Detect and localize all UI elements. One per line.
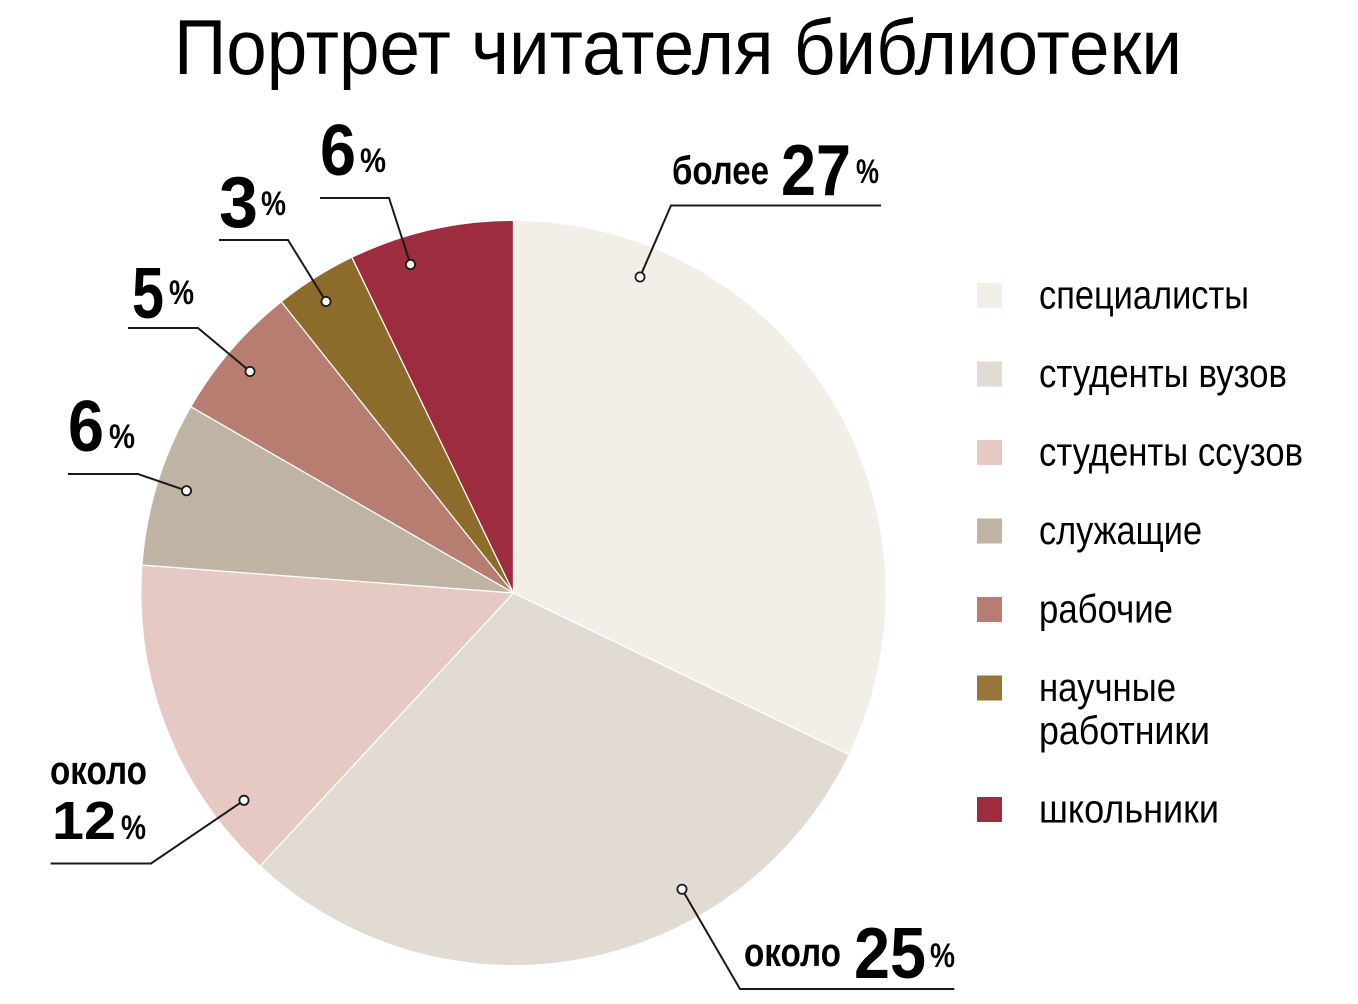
svg-text:около: около (50, 749, 147, 793)
svg-text:%: % (360, 142, 386, 180)
svg-text:школьники: школьники (1039, 788, 1219, 832)
svg-text:студенты ссузов: студенты ссузов (1039, 431, 1303, 475)
svg-text:25: 25 (854, 914, 926, 994)
svg-text:специалисты: специалисты (1039, 274, 1249, 318)
svg-text:6: 6 (68, 387, 104, 467)
svg-text:научные: научные (1039, 666, 1176, 710)
svg-text:студенты вузов: студенты вузов (1039, 352, 1287, 396)
svg-text:3: 3 (219, 163, 258, 243)
svg-text:более: более (672, 149, 769, 193)
svg-text:%: % (930, 937, 955, 975)
svg-text:%: % (109, 418, 135, 456)
svg-text:Портрет читателя библиотеки: Портрет читателя библиотеки (174, 3, 1182, 91)
svg-text:рабочие: рабочие (1039, 588, 1173, 632)
svg-text:%: % (856, 153, 879, 191)
svg-text:служащие: служащие (1039, 509, 1202, 553)
svg-text:5: 5 (132, 254, 164, 334)
svg-text:27: 27 (781, 131, 851, 211)
svg-text:6: 6 (320, 111, 356, 191)
svg-text:%: % (261, 185, 286, 223)
svg-text:около: около (744, 931, 841, 975)
svg-text:%: % (121, 809, 146, 847)
svg-text:12: 12 (52, 791, 116, 851)
svg-text:%: % (169, 274, 194, 312)
svg-text:работники: работники (1039, 709, 1210, 753)
